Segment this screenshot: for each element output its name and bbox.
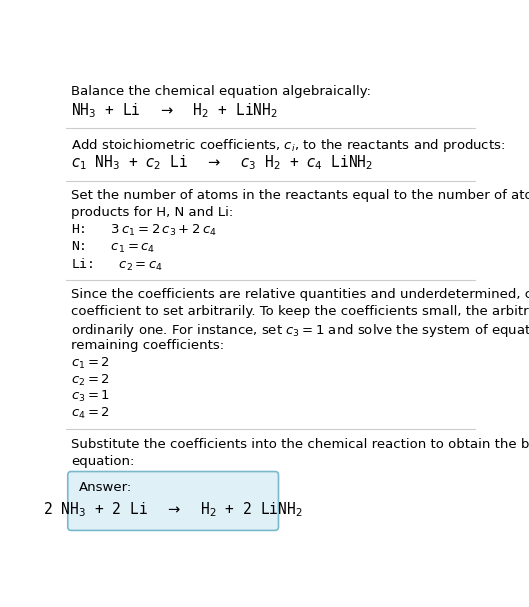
Text: equation:: equation: — [71, 455, 134, 468]
Text: $c_1 = 2$: $c_1 = 2$ — [71, 356, 110, 371]
Text: 2 NH$_3$ + 2 Li  $\rightarrow$  H$_2$ + 2 LiNH$_2$: 2 NH$_3$ + 2 Li $\rightarrow$ H$_2$ + 2 … — [43, 500, 303, 519]
Text: $c_4 = 2$: $c_4 = 2$ — [71, 406, 110, 421]
Text: $c_2 = 2$: $c_2 = 2$ — [71, 373, 110, 387]
Text: remaining coefficients:: remaining coefficients: — [71, 339, 224, 352]
Text: products for H, N and Li:: products for H, N and Li: — [71, 206, 233, 219]
Text: $c_3 = 1$: $c_3 = 1$ — [71, 389, 110, 404]
Text: $c_1$ NH$_3$ + $c_2$ Li  $\rightarrow$  $c_3$ H$_2$ + $c_4$ LiNH$_2$: $c_1$ NH$_3$ + $c_2$ Li $\rightarrow$ $c… — [71, 154, 373, 172]
Text: Balance the chemical equation algebraically:: Balance the chemical equation algebraica… — [71, 84, 371, 98]
Text: Li:   $c_2 = c_4$: Li: $c_2 = c_4$ — [71, 257, 163, 273]
Text: Add stoichiometric coefficients, $c_i$, to the reactants and products:: Add stoichiometric coefficients, $c_i$, … — [71, 137, 505, 154]
Text: Answer:: Answer: — [78, 481, 132, 494]
FancyBboxPatch shape — [68, 472, 278, 531]
Text: ordinarily one. For instance, set $c_3 = 1$ and solve the system of equations fo: ordinarily one. For instance, set $c_3 =… — [71, 322, 529, 339]
Text: Since the coefficients are relative quantities and underdetermined, choose a: Since the coefficients are relative quan… — [71, 288, 529, 301]
Text: N:   $c_1 = c_4$: N: $c_1 = c_4$ — [71, 240, 156, 255]
Text: Set the number of atoms in the reactants equal to the number of atoms in the: Set the number of atoms in the reactants… — [71, 189, 529, 202]
Text: NH$_3$ + Li  $\rightarrow$  H$_2$ + LiNH$_2$: NH$_3$ + Li $\rightarrow$ H$_2$ + LiNH$_… — [71, 101, 278, 120]
Text: coefficient to set arbitrarily. To keep the coefficients small, the arbitrary va: coefficient to set arbitrarily. To keep … — [71, 305, 529, 318]
Text: H:   $3\,c_1 = 2\,c_3 + 2\,c_4$: H: $3\,c_1 = 2\,c_3 + 2\,c_4$ — [71, 223, 217, 238]
Text: Substitute the coefficients into the chemical reaction to obtain the balanced: Substitute the coefficients into the che… — [71, 438, 529, 451]
